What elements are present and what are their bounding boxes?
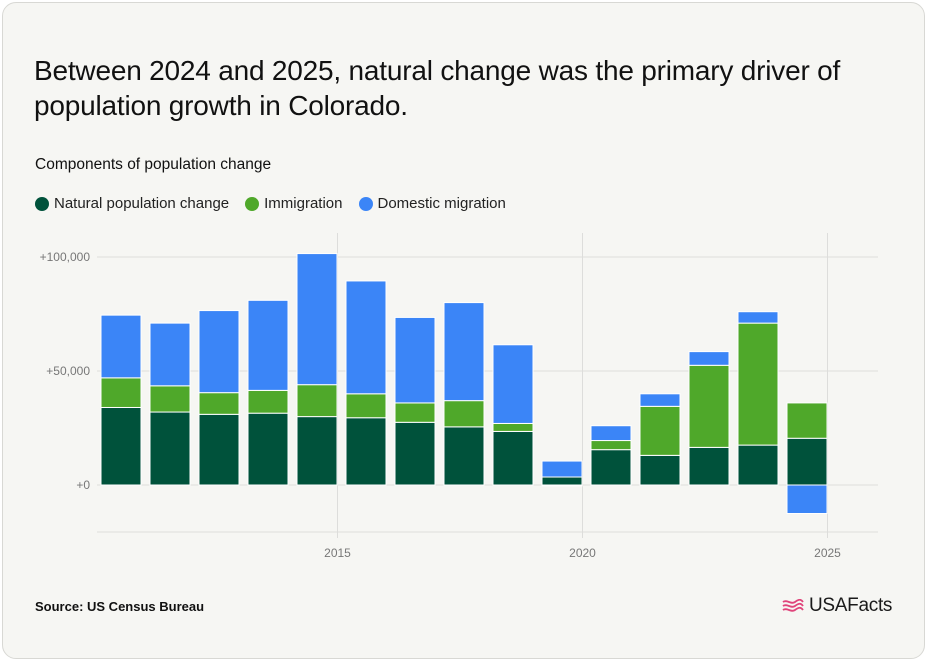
bar-natural-population-change-2014 (247, 412, 289, 486)
bar-domestic-migration-2011 (100, 314, 142, 379)
bar-immigration-2025 (786, 402, 828, 439)
y-tick-label: +100,000 (40, 250, 91, 264)
bar-domestic-migration-2022 (639, 393, 681, 407)
bar-immigration-2014 (247, 389, 289, 414)
y-tick-label: +50,000 (46, 364, 90, 378)
bar-domestic-migration-2014 (247, 299, 289, 391)
bar-natural-population-change-2018 (443, 426, 485, 486)
bar-domestic-migration-2012 (149, 322, 191, 387)
bar-natural-population-change-2025 (786, 437, 828, 486)
bar-natural-population-change-2021 (590, 449, 632, 486)
legend-label: Immigration (264, 195, 343, 212)
brand-name: USAFacts (809, 595, 893, 616)
x-tick-label: 2015 (324, 546, 351, 560)
usa-flag-icon (782, 599, 804, 612)
bar-immigration-2019 (492, 422, 534, 432)
legend-item-immigration: Immigration (245, 195, 343, 212)
brand-logo: USAFacts (781, 595, 892, 617)
chart-subtitle: Components of population change (35, 156, 272, 173)
x-tick-label: 2020 (569, 546, 596, 560)
source-note: Source: US Census Bureau (35, 599, 205, 614)
bar-domestic-migration-2025 (786, 484, 828, 514)
bar-immigration-2021 (590, 440, 632, 451)
bar-domestic-migration-2016 (345, 280, 387, 395)
bar-natural-population-change-2022 (639, 454, 681, 486)
bar-domestic-migration-2020 (541, 460, 583, 478)
bar-immigration-2011 (100, 377, 142, 408)
bar-natural-population-change-2013 (198, 413, 240, 486)
legend-swatch (358, 196, 373, 211)
bar-domestic-migration-2017 (394, 316, 436, 404)
bar-natural-population-change-2023 (688, 446, 730, 486)
bar-natural-population-change-2019 (492, 430, 534, 486)
bar-natural-population-change-2015 (296, 416, 338, 486)
bar-immigration-2015 (296, 384, 338, 418)
bar-immigration-2016 (345, 393, 387, 419)
bar-natural-population-change-2017 (394, 421, 436, 486)
y-tick-label: +0 (76, 478, 90, 492)
bar-natural-population-change-2020 (541, 476, 583, 486)
bar-immigration-2023 (688, 364, 730, 448)
bar-natural-population-change-2012 (149, 411, 191, 486)
bar-domestic-migration-2015 (296, 253, 338, 386)
bar-immigration-2024 (737, 322, 779, 446)
legend-swatch (245, 196, 260, 211)
legend-item-domestic-migration: Domestic migration (358, 195, 506, 212)
bar-immigration-2013 (198, 392, 240, 415)
bar-immigration-2022 (639, 405, 681, 456)
chart-legend: Natural population change Immigration Dome… (35, 195, 522, 212)
bar-domestic-migration-2013 (198, 310, 240, 394)
legend-item-natural-population-change: Natural population change (35, 195, 229, 212)
chart-title: Between 2024 and 2025, natural change wa… (34, 55, 841, 121)
x-tick-label: 2025 (814, 546, 841, 560)
legend-label: Natural population change (54, 195, 230, 212)
bar-immigration-2020 (541, 484, 583, 487)
bar-domestic-migration-2021 (590, 425, 632, 442)
bar-natural-population-change-2011 (100, 406, 142, 486)
legend-swatch (35, 196, 49, 211)
bar-domestic-migration-2023 (688, 351, 730, 366)
bar-domestic-migration-2019 (492, 344, 534, 424)
bar-immigration-2018 (443, 400, 485, 428)
legend-label: Domestic migration (377, 195, 506, 212)
bar-domestic-migration-2024 (737, 311, 779, 324)
bar-immigration-2012 (149, 385, 191, 413)
bar-natural-population-change-2024 (737, 444, 779, 486)
bar-natural-population-change-2016 (345, 417, 387, 486)
bar-immigration-2017 (394, 402, 436, 423)
bar-domestic-migration-2018 (443, 302, 485, 402)
